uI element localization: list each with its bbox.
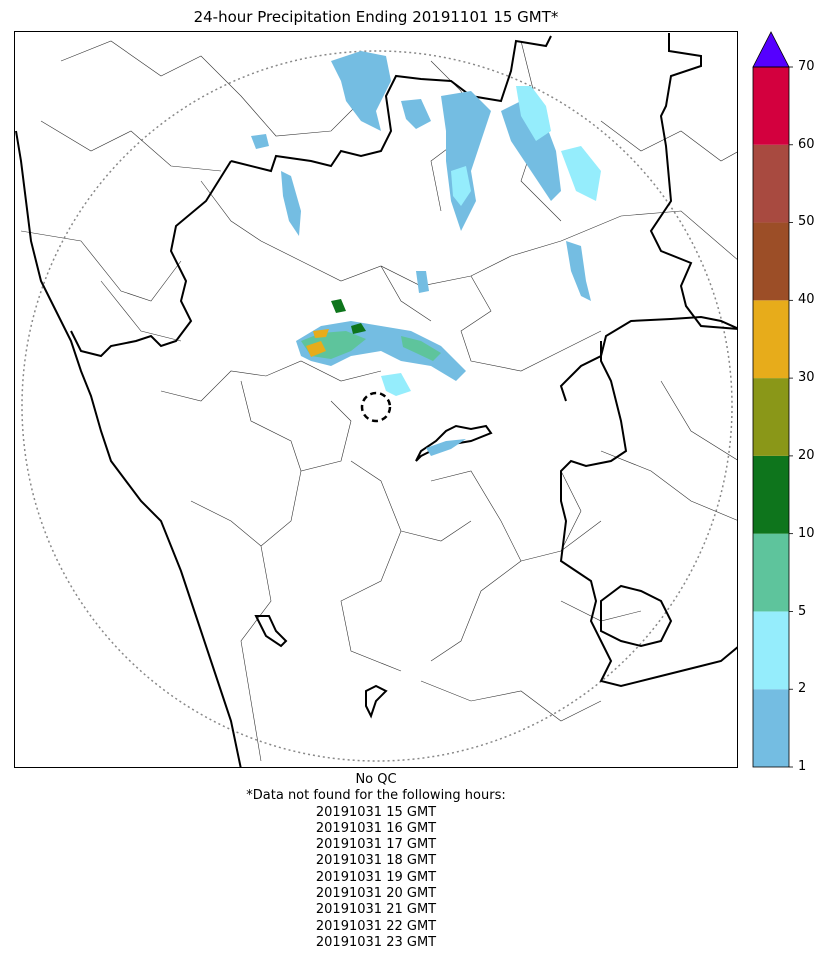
- colorbar-segment: [753, 455, 789, 534]
- missing-hour: 20191031 23 GMT: [315, 934, 437, 950]
- map-title: 24-hour Precipitation Ending 20191101 15…: [193, 8, 559, 26]
- qc-note: No QC: [355, 772, 397, 787]
- radar-site-marker: [360, 391, 392, 423]
- colorbar-extend-arrow: [752, 31, 790, 68]
- colorbar-segment: [753, 222, 789, 301]
- map-canvas: [15, 33, 737, 767]
- precipitation-areas: [251, 51, 601, 456]
- state-borders: [15, 33, 737, 767]
- colorbar-tick: 10: [798, 526, 815, 541]
- colorbar-segment: [753, 689, 789, 767]
- missing-hour: 20191031 18 GMT: [315, 853, 437, 869]
- missing-hour: 20191031 22 GMT: [315, 918, 437, 934]
- colorbar-scale: [752, 31, 793, 768]
- missing-hour: 20191031 17 GMT: [315, 837, 437, 853]
- missing-hour: 20191031 15 GMT: [315, 804, 437, 820]
- colorbar-tick: 30: [798, 370, 815, 385]
- colorbar-segment: [753, 144, 789, 223]
- colorbar-segment: [753, 533, 789, 612]
- district-borders: [20, 40, 737, 762]
- missing-hour: 20191031 19 GMT: [315, 869, 437, 885]
- missing-hour: 20191031 16 GMT: [315, 820, 437, 836]
- colorbar-tick: 70: [798, 59, 815, 74]
- missing-hour: 20191031 20 GMT: [315, 886, 437, 902]
- colorbar: [750, 30, 825, 775]
- colorbar-segment: [753, 378, 789, 456]
- missing-hour: 20191031 21 GMT: [315, 902, 437, 918]
- colorbar-tick: 1: [798, 759, 807, 774]
- colorbar-tick: 20: [798, 448, 815, 463]
- colorbar-tick: 5: [798, 604, 807, 619]
- colorbar-segment: [753, 67, 789, 145]
- colorbar-tick: 40: [798, 292, 815, 307]
- colorbar-tick: 50: [798, 214, 815, 229]
- missing-data-note: *Data not found for the following hours:: [246, 788, 506, 804]
- colorbar-outline: [752, 66, 790, 768]
- footer-notes: No QC *Data not found for the following …: [0, 772, 752, 951]
- colorbar-tick: 2: [798, 681, 807, 696]
- colorbar-segment: [753, 611, 789, 690]
- precipitation-map[interactable]: [14, 31, 738, 768]
- radar-range-ring: [21, 50, 733, 762]
- colorbar-tick: 60: [798, 137, 815, 152]
- colorbar-segment: [753, 300, 789, 379]
